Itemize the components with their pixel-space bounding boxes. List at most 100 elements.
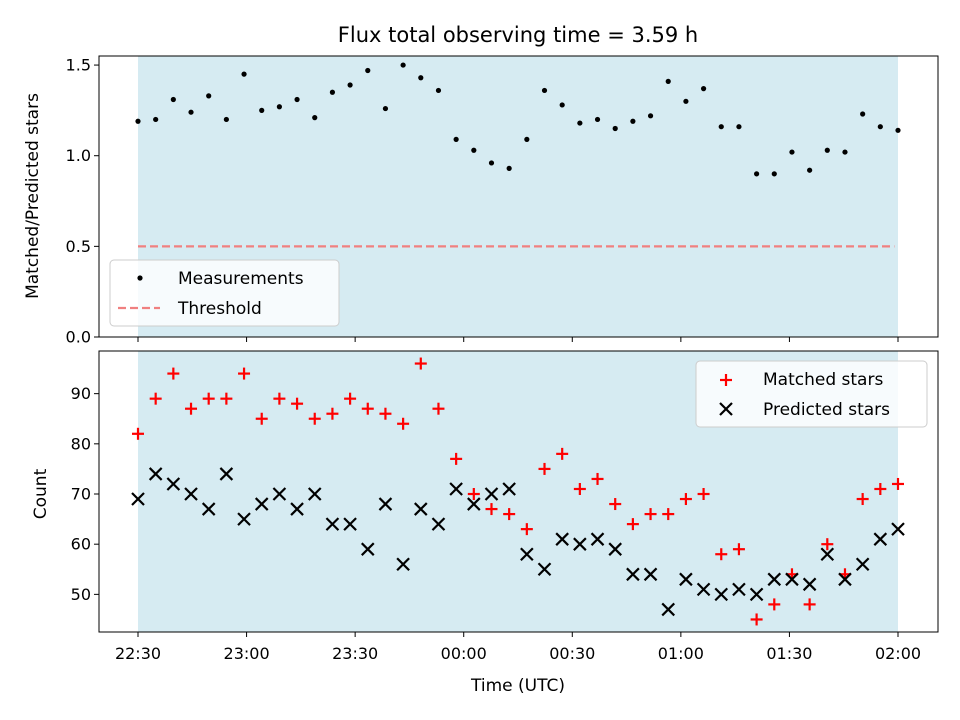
- x-tick-label: 02:00: [875, 644, 921, 663]
- count-y-ticks: 50 60 70 80 90: [71, 384, 99, 604]
- x-tick-label: 00:00: [441, 644, 487, 663]
- measurement-point: [312, 115, 318, 121]
- predicted-star-point: [767, 572, 782, 587]
- predicted-star-point: [520, 547, 534, 562]
- x-tick-label: 22:30: [115, 644, 161, 663]
- predicted-star-point: [148, 467, 163, 481]
- y-tick-label: 0.0: [66, 328, 91, 347]
- matched-star-point: [538, 462, 551, 475]
- y-tick-label: 60: [71, 535, 91, 554]
- legend-measurements-marker: [137, 275, 143, 281]
- predicted-star-point: [396, 557, 410, 572]
- predicted-star-point: [131, 492, 145, 506]
- predicted-stars-points: [131, 467, 905, 617]
- x-tick-label: 23:00: [224, 644, 270, 663]
- predicted-star-point: [484, 487, 499, 501]
- matched-star-point: [662, 508, 675, 521]
- matched-star-point: [397, 417, 410, 430]
- measurement-point: [170, 96, 176, 103]
- count-panel: 50 60 70 80 90 22:30 23:00 23:30 00:00 00:30 01:0…: [31, 350, 939, 696]
- matched-star-point: [892, 477, 904, 490]
- matched-star-point: [821, 538, 834, 551]
- measurement-point: [718, 124, 724, 130]
- matched-star-point: [679, 493, 692, 506]
- predicted-star-point: [378, 497, 393, 511]
- predicted-star-point: [254, 497, 269, 511]
- measurement-point: [382, 105, 389, 112]
- matched-star-point: [167, 367, 180, 380]
- predicted-star-point: [343, 517, 357, 531]
- legend-measurements-label: Measurements: [178, 269, 304, 289]
- predicted-star-point: [696, 582, 711, 597]
- y-tick-label: 70: [71, 485, 91, 504]
- matched-star-point: [185, 402, 198, 415]
- y-tick-label: 1.5: [66, 56, 91, 75]
- predicted-star-point: [661, 602, 676, 617]
- measurement-point: [471, 147, 477, 153]
- matched-star-point: [326, 407, 339, 420]
- ratio-legend: Measurements Threshold: [109, 259, 340, 327]
- measurement-point: [188, 109, 194, 115]
- measurement-point: [329, 89, 336, 95]
- matched-star-point: [644, 508, 657, 521]
- matched-star-point: [414, 357, 427, 370]
- measurement-point: [771, 171, 777, 177]
- measurement-point: [206, 93, 212, 99]
- measurement-point: [241, 71, 247, 77]
- predicted-star-point: [891, 522, 905, 536]
- predicted-star-point: [590, 532, 605, 546]
- legend-matched-marker: [720, 374, 732, 386]
- predicted-star-point: [184, 487, 198, 501]
- matched-stars-points: [132, 357, 904, 626]
- legend-matched-label: Matched stars: [763, 370, 883, 390]
- count-legend: Matched stars Predicted stars: [695, 360, 928, 428]
- predicted-star-point: [431, 517, 446, 531]
- measurement-point: [630, 118, 636, 124]
- measurement-point: [877, 124, 883, 130]
- predicted-star-point: [325, 517, 340, 531]
- count-y-axis-label: Count: [31, 468, 51, 519]
- matched-star-point: [750, 613, 763, 626]
- measurement-point: [665, 78, 671, 84]
- matched-star-point: [520, 523, 533, 536]
- matched-star-point: [450, 452, 463, 465]
- chart-title: Flux total observing time = 3.59 h: [338, 23, 698, 47]
- predicted-star-point: [679, 572, 693, 587]
- matched-star-point: [273, 392, 286, 405]
- matched-star-point: [573, 482, 586, 495]
- measurement-point: [135, 118, 141, 124]
- matched-star-point: [149, 392, 162, 405]
- measurement-point: [736, 124, 742, 130]
- predicted-star-point: [307, 487, 322, 501]
- predicted-star-point: [626, 567, 640, 582]
- predicted-star-point: [272, 487, 287, 501]
- measurement-points: [135, 62, 901, 177]
- y-tick-label: 0.5: [66, 237, 91, 256]
- y-tick-label: 80: [71, 434, 91, 453]
- measurement-point: [594, 116, 601, 123]
- predicted-star-point: [290, 502, 304, 516]
- measurement-point: [506, 165, 512, 171]
- matched-star-point: [856, 493, 869, 506]
- predicted-star-point: [219, 467, 234, 481]
- measurement-point: [453, 136, 459, 142]
- matched-star-point: [485, 503, 498, 516]
- matched-star-point: [291, 397, 304, 410]
- count-axes-frame: [98, 350, 939, 633]
- measurement-point: [700, 86, 707, 92]
- x-tick-label: 00:30: [549, 644, 595, 663]
- matched-star-point: [803, 598, 816, 611]
- ratio-y-axis-label: Matched/Predicted stars: [23, 93, 43, 299]
- x-tick-label: 01:30: [766, 644, 812, 663]
- measurement-point: [754, 171, 760, 177]
- count-legend-box: [695, 360, 928, 428]
- predicted-star-point: [502, 482, 516, 496]
- measurement-point: [276, 104, 282, 110]
- matched-star-point: [220, 392, 233, 405]
- measurement-point: [347, 82, 353, 88]
- x-tick-label: 23:30: [332, 644, 378, 663]
- predicted-star-point: [732, 582, 746, 597]
- y-tick-label: 1.0: [66, 146, 91, 165]
- predicted-star-point: [608, 542, 622, 556]
- ratio-y-ticks: 0.0 0.5 1.0 1.5: [66, 56, 99, 347]
